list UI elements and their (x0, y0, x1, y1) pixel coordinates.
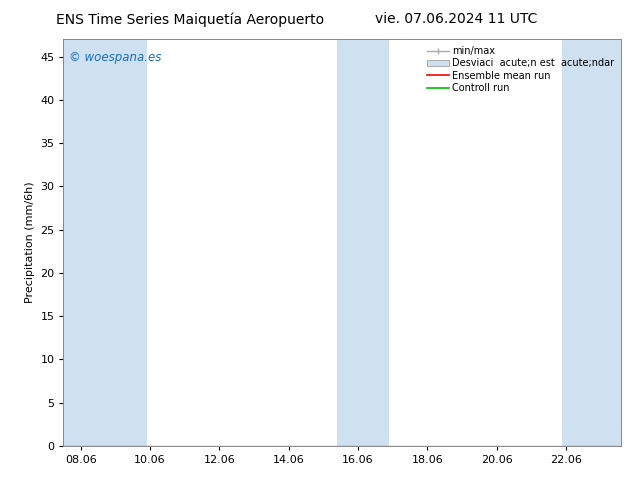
Text: © woespana.es: © woespana.es (69, 51, 162, 64)
Bar (63, 39, 146, 446)
Bar (337, 39, 389, 446)
Legend: min/max, Desviaci  acute;n est  acute;ndar, Ensemble mean run, Controll run: min/max, Desviaci acute;n est acute;ndar… (425, 44, 616, 95)
Text: ENS Time Series Maiquetía Aeropuerto: ENS Time Series Maiquetía Aeropuerto (56, 12, 324, 27)
Text: vie. 07.06.2024 11 UTC: vie. 07.06.2024 11 UTC (375, 12, 538, 26)
Bar (562, 39, 621, 446)
Y-axis label: Precipitation (mm/6h): Precipitation (mm/6h) (25, 182, 35, 303)
